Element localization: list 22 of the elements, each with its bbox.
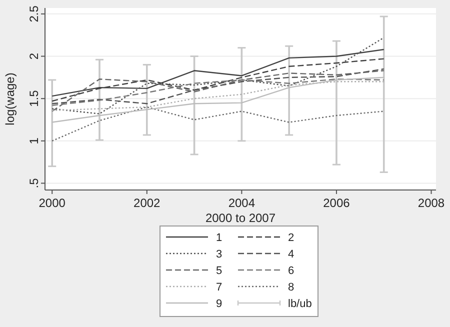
y-tick-label: 2.5 [27, 5, 41, 22]
y-axis-title: log(wage) [3, 72, 17, 126]
legend-label: 7 [216, 282, 222, 294]
legend-label: 2 [288, 232, 294, 244]
y-tick-label: 1 [27, 137, 41, 144]
y-tick-label: 1.5 [27, 90, 41, 107]
x-tick-label: 2004 [228, 196, 256, 210]
y-tick-label: .5 [27, 178, 41, 188]
legend-label: 4 [288, 248, 294, 260]
legend-label: 9 [216, 298, 222, 310]
x-tick-label: 2006 [323, 196, 350, 210]
legend-label: 5 [216, 265, 222, 277]
legend-label: 8 [288, 282, 294, 294]
legend-label: lb/ub [288, 298, 312, 310]
y-tick-label: 2 [27, 52, 41, 60]
legend-label: 3 [216, 248, 222, 260]
legend-label: 1 [216, 232, 222, 244]
x-axis-title: 2000 to 2007 [205, 211, 276, 225]
x-tick-label: 2002 [134, 196, 161, 210]
x-tick-label: 2008 [418, 196, 445, 210]
x-tick-label: 2000 [38, 196, 66, 210]
legend-label: 6 [288, 265, 294, 277]
